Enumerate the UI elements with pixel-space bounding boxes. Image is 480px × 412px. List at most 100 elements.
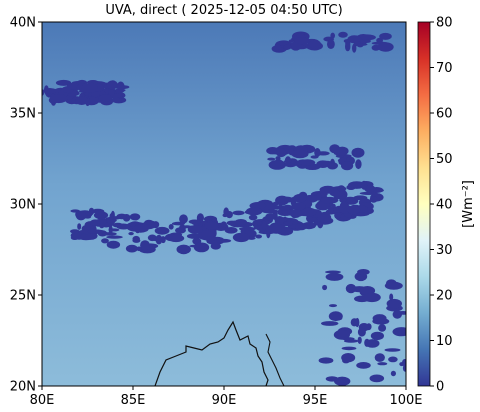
- patch-cell: [193, 242, 210, 253]
- patch-cell: [144, 219, 154, 225]
- y-tick-label: 25N: [10, 289, 36, 304]
- patch-cell: [267, 157, 276, 161]
- colorbar-tick-label: 70: [436, 61, 453, 76]
- patch-cell: [70, 229, 80, 234]
- plot-area: [41, 21, 407, 387]
- colorbar-tick-label: 60: [436, 107, 453, 122]
- y-tick-label: 20N: [10, 380, 36, 395]
- patch-cell: [361, 180, 367, 190]
- patch-cell: [91, 91, 100, 98]
- patch-cell: [318, 357, 334, 364]
- patch-cell: [155, 234, 163, 245]
- patch-cell: [108, 228, 120, 232]
- patch-cell: [284, 221, 293, 227]
- patch-cell: [357, 336, 362, 344]
- patch-cell: [341, 353, 356, 363]
- patch-cell: [274, 216, 285, 225]
- patch-cell: [106, 235, 123, 239]
- colorbar-tick-label: 0: [436, 380, 444, 395]
- patch-cell: [266, 147, 279, 155]
- patch-cell: [204, 236, 217, 242]
- patch-cell: [341, 337, 355, 341]
- patch-cell: [55, 79, 72, 86]
- patch-cell: [132, 224, 149, 233]
- coastline-east: [265, 333, 285, 386]
- patch-cell: [232, 210, 245, 216]
- patch-cell: [77, 234, 95, 241]
- x-tick-label: 90E: [212, 393, 237, 408]
- patch-cell: [276, 40, 289, 46]
- patch-cell: [99, 223, 105, 229]
- patch-cell: [275, 156, 281, 161]
- patch-northeast-clusters: [271, 31, 394, 53]
- patch-cell: [369, 374, 385, 383]
- patch-cell: [253, 223, 259, 230]
- patch-cell: [75, 210, 87, 221]
- patch-cell: [255, 234, 262, 239]
- colorbar-tick-label: 80: [436, 16, 453, 31]
- colorbar-ticks: 0 10 20 30 40 50 60 70 80: [430, 16, 453, 395]
- patch-cell: [116, 223, 131, 230]
- patch-cell: [116, 81, 125, 91]
- patch-cell: [374, 353, 385, 362]
- patch-cell: [284, 156, 292, 165]
- patch-cell: [111, 96, 127, 104]
- patch-cell: [363, 292, 381, 303]
- patch-cell: [325, 270, 341, 274]
- patch-cell: [288, 39, 294, 43]
- patch-cell: [140, 240, 150, 251]
- patch-cell: [399, 362, 405, 367]
- patch-cell: [308, 39, 321, 49]
- patch-cell: [359, 191, 378, 195]
- patch-cell: [106, 240, 121, 249]
- y-axis: 20N 25N 30N 35N 40N: [10, 16, 42, 395]
- patch-cell: [314, 148, 321, 157]
- patch-cell: [261, 209, 279, 214]
- patch-cell: [42, 88, 58, 94]
- y-tick-label: 35N: [10, 107, 36, 122]
- x-tick-label: 85E: [121, 393, 146, 408]
- patch-cell: [168, 224, 174, 230]
- colorbar-label: [Wm⁻²]: [461, 180, 476, 228]
- colorbar: 0 10 20 30 40 50 60 70 80 [Wm⁻²]: [417, 16, 476, 395]
- patch-cell: [325, 272, 344, 281]
- colorbar-tick-label: 20: [436, 289, 453, 304]
- patch-cell: [136, 246, 142, 252]
- patch-cell: [338, 31, 348, 38]
- low-value-patches: [42, 31, 406, 386]
- patch-cell: [329, 304, 337, 308]
- patch-cell: [384, 348, 401, 352]
- patch-cell: [390, 370, 396, 377]
- patch-cell: [372, 314, 387, 323]
- colorbar-tick-label: 30: [436, 243, 453, 258]
- patch-cell: [340, 202, 348, 209]
- patch-cell: [352, 43, 357, 53]
- patch-cell: [95, 209, 106, 220]
- patch-cell: [320, 196, 339, 204]
- patch-cell: [292, 202, 306, 211]
- patch-cell: [325, 376, 339, 382]
- patch-cell: [346, 205, 361, 215]
- patch-cell: [81, 83, 98, 93]
- patch-cell: [106, 80, 118, 90]
- y-tick-label: 30N: [10, 198, 36, 213]
- patch-cell: [347, 183, 365, 188]
- patch-cell: [160, 236, 166, 244]
- patch-cell: [89, 219, 101, 226]
- patch-cell: [105, 217, 114, 221]
- patch-cell: [186, 233, 203, 239]
- patch-cell: [75, 96, 89, 105]
- coastline: [154, 320, 269, 386]
- patch-cell: [225, 211, 233, 219]
- patch-cell: [232, 232, 250, 243]
- patch-cell: [261, 220, 267, 231]
- patch-cell: [187, 225, 203, 234]
- patch-cell: [101, 238, 109, 244]
- patch-cell: [210, 242, 221, 250]
- patch-cell: [204, 221, 220, 230]
- patch-cell: [355, 159, 362, 170]
- patch-cell: [276, 148, 287, 158]
- patch-cell: [176, 244, 191, 255]
- patch-cell: [357, 43, 364, 48]
- colorbar-fill: [417, 21, 431, 387]
